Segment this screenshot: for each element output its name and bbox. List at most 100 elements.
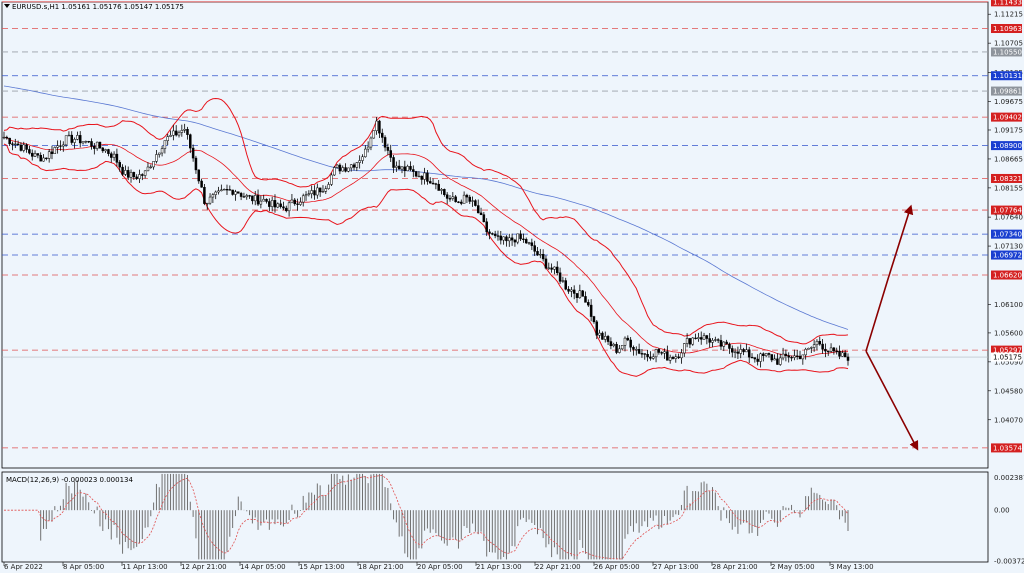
candle-body — [541, 254, 545, 260]
bullish-forecast-arrow — [865, 204, 914, 352]
candle-body — [787, 355, 790, 358]
candle-body — [815, 341, 819, 346]
candle-body — [558, 272, 562, 282]
red-level-label: 1.05297 — [993, 347, 1022, 355]
candle-body — [581, 290, 584, 297]
candle-body — [259, 200, 263, 205]
candle-body — [313, 190, 316, 196]
candle-body — [47, 151, 51, 159]
candle-body — [750, 356, 754, 359]
gray-level-label: 1.10550 — [993, 48, 1022, 56]
candle-body — [476, 205, 480, 214]
candle-body — [152, 161, 155, 168]
candle-body — [220, 189, 223, 192]
candle-body — [389, 150, 392, 158]
candle-body — [16, 143, 20, 146]
candle-body — [482, 214, 486, 223]
candle-body — [321, 191, 325, 193]
candle-body — [344, 167, 347, 172]
candle-body — [265, 198, 268, 202]
candle-body — [189, 134, 192, 149]
candle-body — [11, 143, 14, 145]
candle-body — [795, 355, 799, 357]
candle-body — [383, 137, 387, 148]
candle-body — [685, 338, 689, 344]
candle-body — [355, 162, 359, 168]
candle-body — [352, 164, 356, 168]
collapse-triangle-icon[interactable] — [4, 4, 10, 8]
candle-body — [491, 233, 494, 235]
candle-body — [124, 170, 127, 175]
candle-body — [694, 337, 697, 340]
candle-body — [434, 183, 438, 185]
candle-body — [177, 132, 181, 136]
candle-body — [770, 354, 774, 361]
candle-body — [646, 353, 649, 358]
candle-body — [798, 355, 802, 360]
candle-body — [200, 180, 203, 188]
price-tick-label: 1.05600 — [994, 329, 1023, 337]
candle-body — [53, 147, 57, 154]
gray-level-box — [991, 86, 1022, 96]
candle-body — [705, 335, 709, 339]
candle-body — [513, 239, 517, 243]
price-tick-label: 1.08665 — [994, 155, 1023, 163]
candle-body — [601, 332, 604, 340]
candle-body — [386, 147, 390, 151]
candle-body — [508, 237, 511, 242]
candle-body — [183, 128, 186, 131]
blue-level-box — [991, 229, 1022, 239]
candle-body — [118, 162, 121, 168]
candle-body — [533, 245, 536, 252]
candle-body — [812, 344, 816, 348]
candle-body — [660, 352, 663, 354]
macd-signal-line — [4, 474, 849, 560]
time-tick-label: 18 Apr 21:00 — [358, 563, 404, 571]
candle-body — [742, 349, 745, 353]
candle-body — [245, 195, 249, 198]
candle-body — [417, 175, 421, 178]
candle-body — [403, 166, 407, 172]
candle-body — [505, 236, 508, 242]
candle-body — [372, 130, 376, 139]
candle-body — [524, 239, 528, 244]
candle-body — [440, 189, 443, 191]
candle-body — [42, 157, 45, 162]
candle-body — [67, 134, 71, 137]
candle-body — [668, 357, 672, 361]
time-tick-label: 6 Apr 2022 — [4, 563, 43, 571]
price-tick-label: 1.04580 — [994, 387, 1023, 395]
candle-body — [301, 195, 305, 203]
horizontal-levels — [2, 1, 988, 449]
candle-body — [657, 349, 661, 353]
candle-body — [378, 120, 381, 134]
candle-body — [30, 152, 34, 157]
candle-body — [25, 144, 28, 150]
candle-body — [93, 146, 96, 149]
candle-body — [341, 167, 344, 172]
candle-body — [194, 157, 198, 171]
candle-body — [242, 196, 246, 198]
candle-body — [846, 356, 850, 361]
candle-body — [160, 148, 164, 154]
candle-body — [719, 340, 723, 347]
candle-body — [443, 189, 446, 196]
candle-body — [135, 176, 138, 179]
candle-body — [412, 169, 415, 172]
current-price-box — [991, 352, 1022, 362]
price-tick-label: 1.05090 — [994, 358, 1023, 366]
candle-body — [39, 154, 42, 162]
candle-body — [745, 349, 748, 353]
candle-body — [714, 339, 717, 341]
candle-body — [380, 132, 384, 138]
blue-level-label: 1.10131 — [993, 72, 1022, 80]
candle-body — [683, 343, 686, 354]
candle-body — [468, 196, 472, 202]
candle-body — [598, 332, 601, 336]
candle-body — [465, 194, 469, 198]
red-level-label: 1.08321 — [993, 175, 1022, 183]
candle-body — [753, 357, 757, 360]
candle-body — [217, 190, 220, 193]
candle-body — [84, 141, 88, 143]
